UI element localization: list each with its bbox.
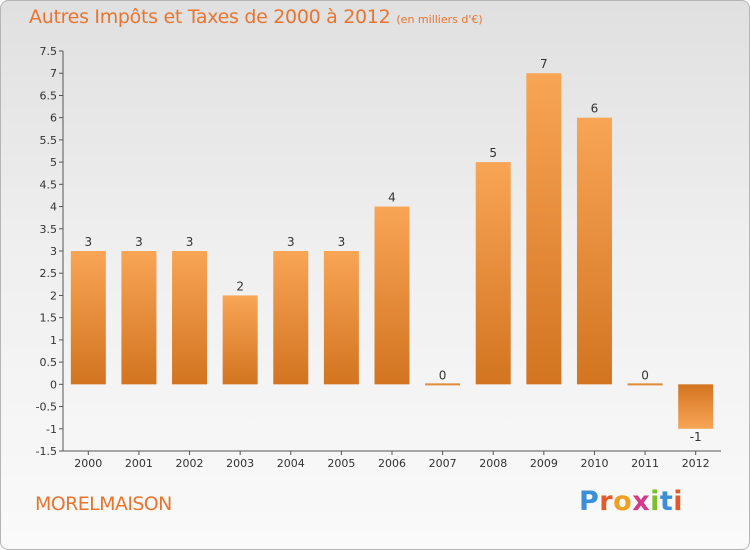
- bar: [526, 73, 562, 385]
- y-tick-label: -1.5: [36, 445, 57, 458]
- x-tick-label: 2012: [682, 457, 710, 470]
- logo-letter: i: [650, 486, 660, 517]
- chart-title: Autres Impôts et Taxes de 2000 à 2012 (en…: [29, 6, 483, 28]
- chart-subtitle: (en milliers d'€): [396, 13, 483, 26]
- bar-value-label: 6: [591, 102, 599, 116]
- x-tick-label: 2002: [176, 457, 204, 470]
- bar: [121, 251, 157, 385]
- x-tick-label: 2011: [631, 457, 659, 470]
- y-tick-label: 2: [50, 289, 57, 302]
- y-tick-label: 6.5: [40, 89, 58, 102]
- bar: [172, 251, 208, 385]
- bar-value-label: 2: [236, 279, 244, 293]
- bar: [222, 295, 258, 385]
- plot-area: 7.5 7 6.5 6 5.5 5 4.5 4 3.5 3 2.5 2 1.5 1 0.5 0 -0.5 -1 -1…: [36, 45, 721, 470]
- y-tick-label: 0.5: [40, 356, 58, 369]
- x-tick-label: 2005: [327, 457, 355, 470]
- y-tick-label: 6: [50, 112, 57, 125]
- y-tick-label: 5.5: [40, 134, 58, 147]
- y-tick-label: 7.5: [40, 45, 58, 58]
- bar-value-label: 5: [489, 146, 497, 160]
- x-tick-label: 2003: [226, 457, 254, 470]
- bar-value-label: 7: [540, 57, 548, 71]
- chart-title-text: Autres Impôts et Taxes de 2000 à 2012: [29, 6, 391, 28]
- logo-letter: o: [613, 486, 633, 517]
- bar: [678, 384, 714, 429]
- bar-value-label: 4: [388, 191, 396, 205]
- bar-value-label: 3: [338, 235, 346, 249]
- bar-value-label: 3: [135, 235, 143, 249]
- bar: [475, 162, 511, 385]
- logo-letter: i: [673, 486, 684, 517]
- y-tick-label: 5: [50, 156, 57, 169]
- bar: [273, 251, 309, 385]
- y-tick-label: 0: [50, 378, 57, 391]
- bar-value-label: 3: [287, 235, 295, 249]
- logo-letter: x: [632, 486, 651, 517]
- bar: [70, 251, 106, 385]
- x-tick-label: 2006: [378, 457, 406, 470]
- y-tick-label: 4: [50, 201, 57, 214]
- y-tick-label: 1.5: [40, 312, 58, 325]
- y-tick-label: 4.5: [40, 178, 58, 191]
- bar: [576, 117, 612, 385]
- y-tick-label: 7: [50, 67, 57, 80]
- bar-value-label: 3: [84, 235, 92, 249]
- y-tick-label: -0.5: [36, 401, 57, 414]
- y-tick-label: 3: [50, 245, 57, 258]
- x-tick-label: 2004: [277, 457, 305, 470]
- x-tick-label: 2007: [429, 457, 457, 470]
- y-tick-label: 3.5: [40, 223, 58, 236]
- x-tick-label: 2001: [125, 457, 153, 470]
- x-tick-label: 2010: [580, 457, 608, 470]
- x-tick-label: 2008: [479, 457, 507, 470]
- y-tick-label: 1: [50, 334, 57, 347]
- x-tick-label: 2009: [530, 457, 558, 470]
- x-tick-label: 2000: [74, 457, 102, 470]
- logo-letter: P: [579, 486, 600, 517]
- logo-letter: t: [659, 486, 674, 517]
- bar: [374, 206, 410, 385]
- logo-letter: r: [599, 486, 614, 517]
- bar-value-label: 0: [439, 368, 447, 382]
- bar-value-label: 3: [186, 235, 194, 249]
- bar-value-label: 0: [641, 368, 649, 382]
- y-tick-label: -1: [46, 423, 57, 436]
- y-tick-label: 2.5: [40, 267, 58, 280]
- bar-value-label: -1: [690, 430, 702, 444]
- commune-name: MORELMAISON: [35, 493, 172, 515]
- bar: [323, 251, 359, 385]
- proxiti-logo: Proxiti: [579, 486, 683, 517]
